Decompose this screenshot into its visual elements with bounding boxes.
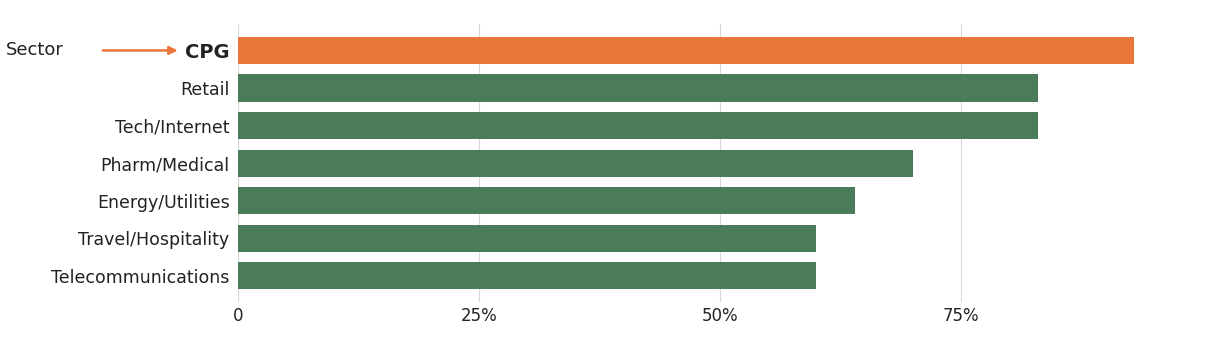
Bar — [238, 112, 1038, 139]
Bar — [238, 75, 1038, 102]
Bar — [238, 262, 816, 289]
Bar — [238, 150, 913, 177]
Bar — [238, 37, 1135, 64]
Text: Sector: Sector — [6, 41, 63, 59]
Bar — [238, 187, 855, 214]
Bar — [238, 225, 816, 252]
